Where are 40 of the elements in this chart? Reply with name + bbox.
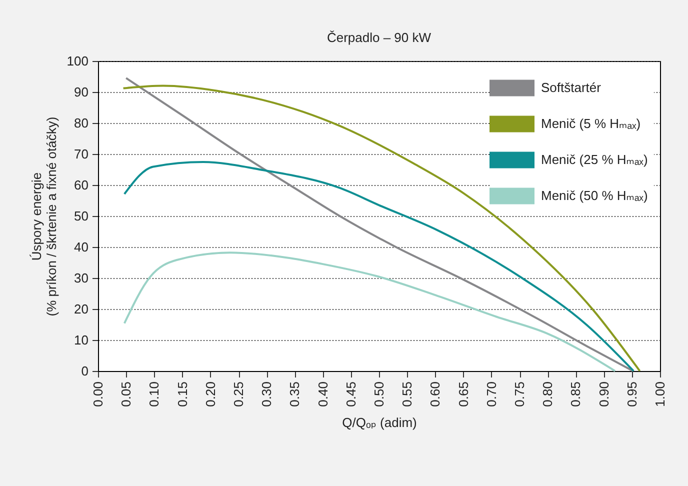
- x-tick-label: 0.60: [428, 382, 443, 407]
- chart-title: Čerpadlo – 90 kW: [326, 30, 432, 45]
- x-tick-label: 0.55: [400, 382, 415, 407]
- legend-label: Menič (25 % Hₘₐₓ): [541, 152, 648, 167]
- x-tick-label: 0.25: [231, 382, 246, 407]
- y-tick-label: 0: [81, 364, 88, 378]
- y-tick-label: 20: [74, 302, 88, 316]
- x-tick-label: 0.80: [540, 382, 556, 407]
- y-tick-label: 10: [74, 332, 88, 348]
- x-tick-label: 0.75: [512, 382, 527, 407]
- x-tick-label: 0.50: [372, 382, 386, 407]
- x-tick-label: 0.85: [568, 382, 584, 407]
- x-tick-label: 0.65: [456, 382, 471, 407]
- x-tick-label: 0.35: [287, 382, 302, 407]
- legend-label: Menič (5 % Hₘₐₓ): [541, 116, 641, 131]
- x-tick-label: 0.90: [596, 382, 612, 407]
- y-tick-label: 40: [74, 240, 88, 254]
- y-tick-label: 100: [66, 54, 88, 68]
- x-tick-label: 0.15: [174, 382, 190, 407]
- legend-label: Menič (50 % Hₘₐₓ): [541, 188, 648, 203]
- x-tick-label: 0.10: [146, 382, 162, 407]
- y-tick-label: 90: [74, 84, 88, 100]
- x-tick-label: 0.20: [202, 382, 218, 407]
- x-tick-label: 0.05: [118, 382, 134, 407]
- y-tick-label: 60: [74, 178, 88, 192]
- y-axis-title: Úspory energie (% príkon / škrtenie a fixné otáčky): [28, 116, 59, 316]
- x-axis-title: Q/Qₒₚ (adim): [342, 414, 417, 430]
- y-tick-label: 80: [74, 116, 88, 130]
- x-tick-label: 0.30: [259, 382, 274, 407]
- line-series: [123, 252, 616, 372]
- x-tick-label: 0.45: [343, 382, 358, 407]
- x-tick-label: 0.00: [90, 382, 106, 407]
- x-tick-label: 0.70: [484, 382, 499, 407]
- y-tick-label: 30: [74, 270, 88, 286]
- legend-label: Softštartér: [541, 80, 602, 95]
- x-tick-label: 0.95: [624, 382, 640, 407]
- x-tick-label: 0.40: [315, 382, 330, 407]
- y-tick-label: 50: [74, 208, 88, 224]
- x-tick-label: 1.00: [652, 382, 668, 407]
- y-tick-label: 70: [74, 146, 88, 162]
